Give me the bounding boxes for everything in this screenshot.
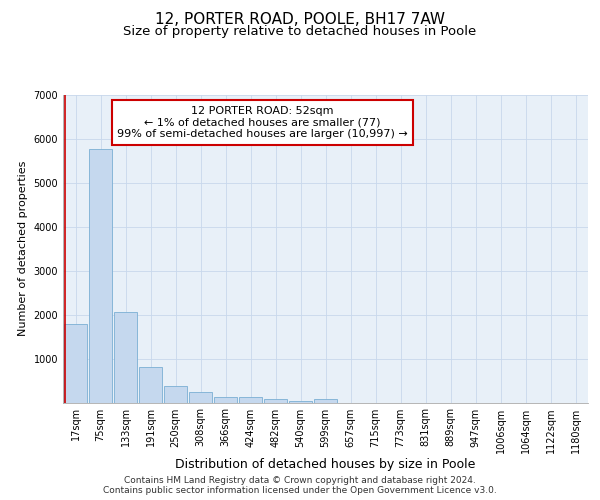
Bar xyxy=(164,386,187,402)
Bar xyxy=(189,392,212,402)
Text: Contains HM Land Registry data © Crown copyright and database right 2024.
Contai: Contains HM Land Registry data © Crown c… xyxy=(103,476,497,495)
Bar xyxy=(239,398,262,402)
Bar xyxy=(64,324,87,402)
Text: 12 PORTER ROAD: 52sqm
← 1% of detached houses are smaller (77)
99% of semi-detac: 12 PORTER ROAD: 52sqm ← 1% of detached h… xyxy=(117,106,408,139)
Bar xyxy=(289,400,312,402)
Bar xyxy=(114,312,137,402)
X-axis label: Distribution of detached houses by size in Poole: Distribution of detached houses by size … xyxy=(175,458,476,471)
Bar xyxy=(314,400,337,402)
Text: Size of property relative to detached houses in Poole: Size of property relative to detached ho… xyxy=(124,25,476,38)
Bar xyxy=(139,367,162,402)
Y-axis label: Number of detached properties: Number of detached properties xyxy=(18,161,28,336)
Bar xyxy=(214,398,237,402)
Bar xyxy=(89,148,112,402)
Bar xyxy=(264,400,287,402)
Text: 12, PORTER ROAD, POOLE, BH17 7AW: 12, PORTER ROAD, POOLE, BH17 7AW xyxy=(155,12,445,28)
